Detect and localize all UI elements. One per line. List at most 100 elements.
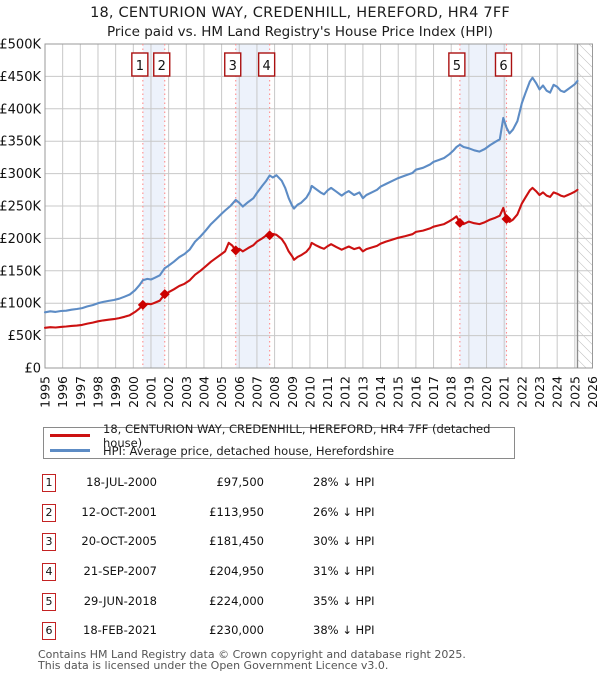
x-tick-label: 2015 (391, 376, 406, 408)
sale-number-label: 5 (453, 59, 461, 74)
x-tick-label: 2019 (461, 376, 476, 408)
table-row: 5 29-JUN-2018 £224,000 35% ↓ HPI (0, 592, 600, 615)
sale-date: 21-SEP-2007 (83, 563, 157, 578)
x-tick-label: 2009 (285, 376, 300, 408)
sale-vs-hpi: 35% ↓ HPI (313, 593, 375, 608)
x-tick-label: 2025 (567, 376, 582, 408)
sale-price: £181,450 (209, 534, 264, 549)
y-tick-label: £300K (0, 167, 41, 182)
sale-price: £113,950 (209, 504, 264, 519)
sale-vs-hpi: 30% ↓ HPI (313, 534, 375, 549)
page-title: 18, CENTURION WAY, CREDENHILL, HEREFORD,… (90, 5, 510, 21)
x-tick-label: 1995 (38, 376, 53, 408)
sale-number-label: 6 (499, 59, 507, 74)
x-tick-label: 2006 (232, 376, 247, 408)
sale-number-box (224, 52, 242, 77)
x-tick-label: 2005 (214, 376, 229, 408)
sale-price: £224,000 (209, 593, 264, 608)
x-tick-label: 2003 (179, 376, 194, 408)
sale-number-box (257, 52, 276, 77)
row-number-badge: 5 (42, 592, 56, 611)
x-tick-label: 2010 (302, 376, 317, 408)
x-tick-label: 1998 (90, 376, 105, 408)
sale-date: 18-JUL-2000 (86, 475, 157, 489)
hpi-line-swatch (50, 449, 90, 452)
table-row: 6 18-FEB-2021 £230,000 38% ↓ HPI (0, 622, 600, 644)
x-tick-label: 2002 (161, 376, 176, 408)
y-tick-label: £350K (0, 135, 41, 150)
legend-entry-hpi: HPI: Average price, detached house, Here… (44, 444, 514, 458)
row-number-badge: 4 (42, 562, 56, 581)
hpi-line (43, 76, 579, 314)
x-tick-label: 2016 (408, 376, 423, 408)
x-tick-label: 2001 (143, 376, 158, 408)
x-tick-label: 2018 (444, 376, 459, 408)
x-tick-label: 2007 (249, 376, 264, 408)
sale-date: 20-OCT-2005 (81, 534, 157, 549)
sale-vs-hpi: 28% ↓ HPI (313, 475, 375, 489)
y-tick-label: £400K (0, 102, 41, 117)
legend-hpi-label: HPI: Average price, detached house, Here… (103, 443, 395, 458)
table-row: 2 12-OCT-2001 £113,950 26% ↓ HPI (0, 503, 600, 526)
row-number-badge: 3 (42, 533, 56, 552)
x-tick-label: 1997 (73, 376, 88, 408)
sale-marker (501, 213, 512, 224)
sale-number-box (448, 52, 466, 77)
sale-number-box (153, 52, 171, 77)
sale-marker (230, 245, 241, 256)
sale-marker (159, 289, 170, 300)
row-number-badge: 2 (42, 503, 56, 522)
x-tick-label: 2021 (497, 376, 512, 408)
x-tick-label: 2000 (126, 376, 141, 408)
y-tick-label: £0 (24, 362, 41, 377)
chart-legend: 18, CENTURION WAY, CREDENHILL, HEREFORD,… (43, 422, 515, 459)
footer-copyright: Contains HM Land Registry data © Crown c… (38, 648, 466, 661)
x-tick-label: 2008 (267, 376, 282, 408)
price-hpi-chart: 1 2 3 4 5 6 £0 £50K £100K £150K £200K £250K £300K £35… (0, 38, 600, 408)
x-tick-label: 1999 (108, 376, 123, 408)
sale-vs-hpi: 31% ↓ HPI (313, 563, 375, 578)
sale-number-label: 2 (158, 59, 166, 74)
legend-entry-property: 18, CENTURION WAY, CREDENHILL, HEREFORD,… (44, 422, 514, 450)
x-tick-label: 2012 (338, 376, 353, 408)
plot-border (44, 43, 593, 369)
sale-number-label: 3 (229, 59, 237, 74)
property-line-swatch (50, 434, 90, 437)
row-number-badge: 6 (42, 622, 56, 641)
sale-number-label: 4 (263, 59, 271, 74)
x-tick-label: 2026 (585, 376, 600, 408)
table-row: 1 18-JUL-2000 £97,500 28% ↓ HPI (0, 474, 600, 496)
y-tick-label: £150K (0, 264, 41, 279)
x-tick-label: 2022 (514, 376, 529, 408)
sale-price: £97,500 (216, 475, 264, 489)
y-tick-label: £250K (0, 200, 41, 215)
x-tick-label: 2013 (355, 376, 370, 408)
y-tick-label: £500K (0, 38, 41, 53)
x-tick-label: 2023 (532, 376, 547, 408)
sale-marker (137, 299, 148, 310)
legend-property-label: 18, CENTURION WAY, CREDENHILL, HEREFORD,… (103, 421, 491, 450)
sale-number-label: 1 (136, 59, 144, 74)
x-tick-label: 2014 (373, 376, 388, 408)
sale-price: £230,000 (209, 623, 264, 638)
sale-date: 12-OCT-2001 (81, 504, 157, 519)
x-tick-label: 2017 (426, 376, 441, 408)
page-subtitle: Price paid vs. HM Land Registry's House … (107, 24, 493, 40)
table-row: 4 21-SEP-2007 £204,950 31% ↓ HPI (0, 562, 600, 585)
y-tick-label: £50K (8, 329, 42, 344)
x-tick-label: 2004 (196, 376, 211, 408)
sale-marker (264, 230, 275, 241)
sale-date: 29-JUN-2018 (83, 593, 157, 608)
y-tick-label: £200K (0, 232, 41, 247)
table-row: 3 20-OCT-2005 £181,450 30% ↓ HPI (0, 533, 600, 555)
y-tick-label: £100K (0, 297, 41, 312)
x-tick-label: 2024 (550, 376, 565, 408)
sale-number-box (494, 52, 513, 77)
sale-date: 18-FEB-2021 (83, 623, 157, 638)
sale-number-box (131, 52, 149, 77)
x-tick-label: 2020 (479, 376, 494, 408)
footer-licence: This data is licensed under the Open Gov… (38, 659, 389, 672)
sale-vs-hpi: 38% ↓ HPI (313, 623, 375, 638)
x-tick-label: 1996 (55, 376, 70, 408)
sale-vs-hpi: 26% ↓ HPI (313, 504, 375, 519)
